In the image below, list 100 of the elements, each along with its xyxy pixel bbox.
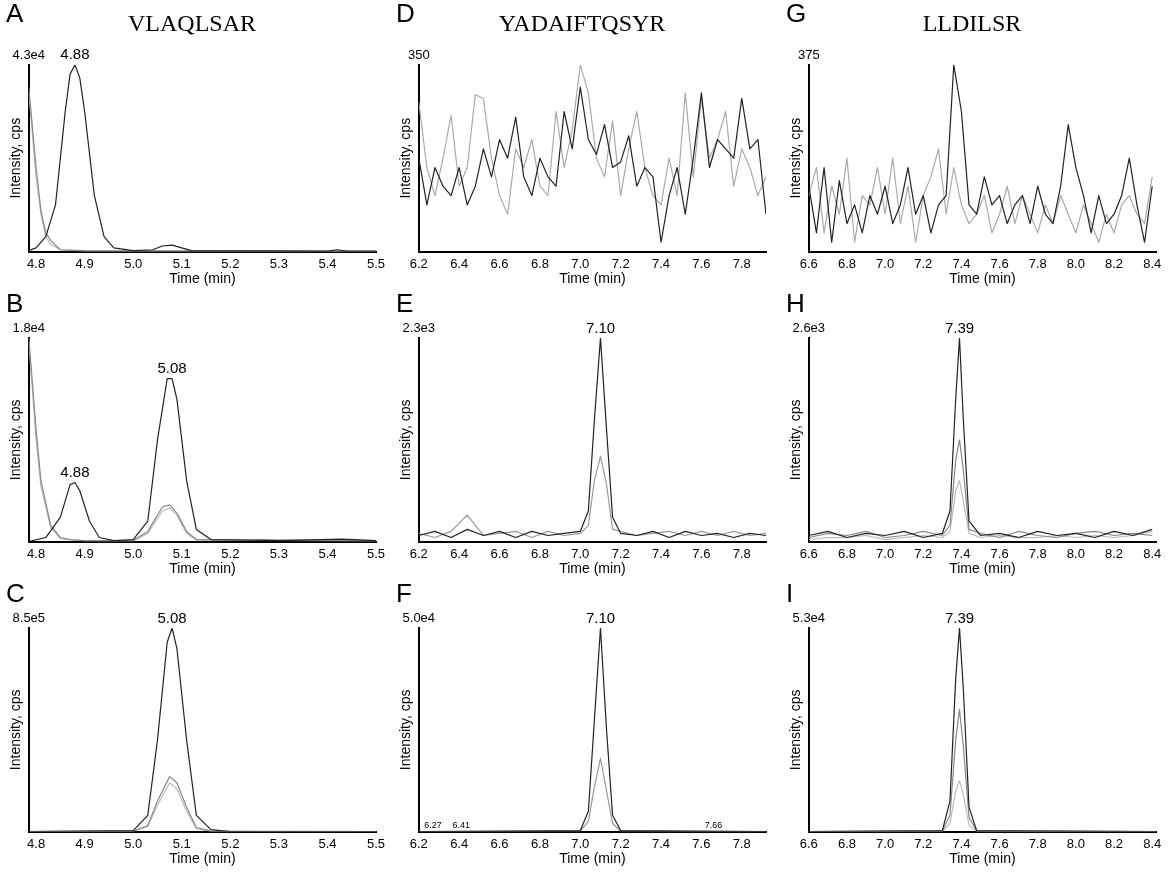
x-axis-title: Time (min) — [949, 270, 1016, 287]
x-tick-label: 5.4 — [318, 255, 337, 271]
annotation: 4.88 — [60, 463, 90, 481]
x-tick-label: 7.0 — [571, 255, 590, 271]
chart-title: LLDILSR — [922, 9, 1022, 36]
x-tick-label: 7.4 — [952, 835, 971, 851]
x-tick-label: 7.6 — [990, 545, 1009, 561]
x-tick-label: 5.0 — [124, 835, 143, 851]
x-tick-label: 7.0 — [876, 835, 895, 851]
y-axis-title: Intensity, cps — [787, 117, 804, 199]
x-tick-label: 7.2 — [611, 545, 630, 561]
x-tick-label: 8.0 — [1066, 255, 1085, 271]
x-tick-label: 7.2 — [914, 255, 933, 271]
x-tick-label: 6.6 — [490, 835, 509, 851]
text: I — [786, 578, 794, 609]
annotation: 6.27 — [424, 819, 442, 830]
text: 5.3e4 — [792, 610, 826, 626]
x-tick-label: 7.8 — [1028, 255, 1047, 271]
x-tick-label: 7.8 — [1028, 545, 1047, 561]
x-tick-label: 7.2 — [611, 255, 630, 271]
chart-title: VLAQLSAR — [127, 9, 257, 36]
text: D — [396, 0, 415, 29]
x-tick-label: 5.5 — [366, 835, 386, 851]
x-tick-label: 8.2 — [1104, 545, 1124, 561]
x-axis-title: Time (min) — [559, 270, 626, 287]
annotation: 7.39 — [944, 318, 975, 336]
chart-title: YADAIFTQSYR — [498, 9, 666, 36]
annotation: 7.39 — [944, 608, 975, 626]
x-axis-title: Time (min) — [169, 270, 236, 287]
x-tick-label: 6.4 — [450, 545, 469, 561]
x-tick-label: 7.8 — [732, 545, 751, 561]
x-tick-label: 6.8 — [837, 545, 856, 561]
annotation: 4.88 — [60, 45, 90, 63]
x-tick-label: 6.8 — [837, 835, 856, 851]
x-tick-label: 7.8 — [1028, 835, 1047, 851]
x-tick-label: 5.5 — [366, 545, 386, 561]
text: H — [786, 288, 805, 319]
x-tick-label: 8.4 — [1143, 255, 1162, 271]
text: 2.3e3 — [402, 320, 436, 336]
x-tick-label: 6.4 — [450, 255, 469, 271]
text: G — [786, 0, 807, 29]
x-tick-label: 6.8 — [530, 545, 549, 561]
x-tick-label: 6.8 — [530, 835, 549, 851]
x-tick-label: 6.6 — [490, 255, 509, 271]
text: C — [6, 578, 25, 609]
text: 350 — [407, 46, 430, 62]
y-axis-title: Intensity, cps — [397, 117, 414, 199]
annotation: 7.66 — [704, 819, 723, 830]
x-tick-label: 7.2 — [914, 835, 933, 851]
x-tick-label: 7.4 — [651, 835, 671, 851]
x-tick-label: 6.2 — [409, 545, 428, 561]
x-tick-label: 6.6 — [799, 835, 818, 851]
x-tick-label: 5.3 — [269, 545, 288, 561]
x-tick-label: 5.1 — [172, 255, 191, 271]
x-tick-label: 4.8 — [27, 255, 46, 271]
text: 375 — [797, 46, 820, 62]
x-tick-label: 5.2 — [221, 255, 240, 271]
x-tick-label: 4.8 — [27, 545, 46, 561]
x-tick-label: 5.3 — [269, 255, 288, 271]
x-tick-label: 4.9 — [75, 255, 94, 271]
x-tick-label: 6.8 — [837, 255, 856, 271]
y-axis-title: Intensity, cps — [787, 689, 804, 771]
x-tick-label: 6.6 — [490, 545, 509, 561]
annotation: 5.08 — [157, 608, 187, 626]
x-tick-label: 5.0 — [124, 255, 143, 271]
x-tick-label: 6.8 — [530, 255, 549, 271]
x-tick-label: 4.8 — [27, 835, 46, 851]
x-tick-label: 8.4 — [1143, 545, 1162, 561]
x-tick-label: 5.1 — [172, 835, 191, 851]
annotation: 5.08 — [157, 359, 187, 377]
x-tick-label: 7.0 — [876, 545, 895, 561]
text: F — [396, 578, 412, 609]
x-tick-label: 5.4 — [318, 545, 337, 561]
y-axis-title: Intensity, cps — [787, 399, 804, 481]
y-axis-title: Intensity, cps — [397, 399, 414, 481]
x-axis-title: Time (min) — [169, 560, 236, 577]
x-tick-label: 7.4 — [651, 255, 671, 271]
annotation: 7.10 — [585, 318, 616, 336]
text: A — [6, 0, 24, 29]
x-tick-label: 7.0 — [571, 545, 590, 561]
x-tick-label: 7.8 — [732, 255, 751, 271]
x-tick-label: 5.1 — [172, 545, 191, 561]
x-tick-label: 6.6 — [799, 545, 818, 561]
x-tick-label: 7.2 — [914, 545, 933, 561]
x-tick-label: 8.0 — [1066, 545, 1085, 561]
text: 5.0e4 — [402, 610, 436, 626]
x-tick-label: 7.6 — [990, 835, 1009, 851]
annotation: 7.10 — [585, 608, 616, 626]
x-tick-label: 8.2 — [1104, 835, 1124, 851]
x-tick-label: 5.4 — [318, 835, 337, 851]
y-axis-title: Intensity, cps — [7, 117, 24, 199]
y-axis-title: Intensity, cps — [397, 689, 414, 771]
x-axis-title: Time (min) — [559, 560, 626, 577]
x-tick-label: 7.8 — [732, 835, 751, 851]
x-tick-label: 7.6 — [692, 255, 711, 271]
x-tick-label: 5.2 — [221, 835, 240, 851]
annotation: 6.41 — [452, 819, 470, 830]
x-tick-label: 8.0 — [1066, 835, 1085, 851]
y-axis-title: Intensity, cps — [7, 399, 24, 481]
x-tick-label: 5.3 — [269, 835, 288, 851]
